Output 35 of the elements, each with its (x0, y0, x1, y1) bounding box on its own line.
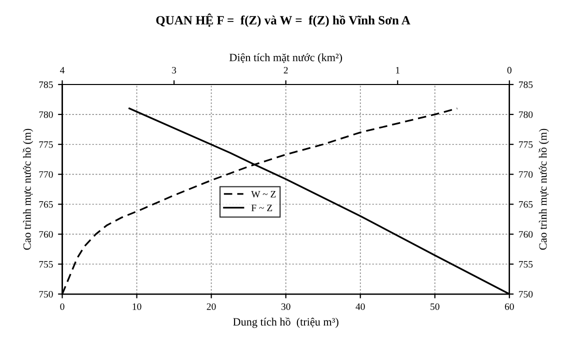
x-tick-label: 20 (206, 303, 216, 310)
x2-axis-title: Diện tích mặt nước (km²) (229, 53, 342, 64)
legend-label: F ~ Z (251, 204, 272, 212)
y2-tick-label: 770 (519, 171, 533, 178)
y-tick-label: 780 (39, 111, 53, 118)
y-tick-label: 755 (39, 261, 53, 268)
x2-tick-label: 3 (172, 66, 176, 74)
x-tick-label: 10 (132, 303, 142, 310)
y-tick-label: 770 (39, 171, 53, 178)
y2-axis-title: Cao trình mực nước hồ (m) (538, 128, 549, 250)
y2-tick-label: 775 (519, 141, 533, 148)
y-axis-title: Cao trình mực nước hồ (m) (22, 128, 34, 250)
legend-label: W ~ Z (251, 190, 276, 198)
y2-tick-label: 755 (519, 261, 533, 268)
y2-tick-label: 765 (519, 201, 533, 208)
y-tick-label: 775 (39, 141, 53, 148)
x2-tick-label: 1 (396, 66, 400, 74)
y-tick-label: 760 (39, 231, 53, 238)
x-tick-label: 30 (281, 303, 290, 310)
y-tick-label: 765 (39, 201, 53, 208)
y2-tick-label: 750 (519, 290, 533, 298)
y2-tick-label: 760 (519, 231, 533, 238)
x-tick-label: 40 (356, 303, 365, 310)
chart-title: QUAN HỆ F = f(Z) và W = f(Z) hồ Vĩnh Sơn A (156, 14, 410, 28)
x-axis-title: Dung tích hồ (triệu m³) (233, 317, 338, 328)
x2-tick-label: 4 (60, 67, 65, 74)
y2-tick-label: 785 (519, 81, 533, 88)
y-tick-label: 785 (39, 81, 53, 88)
x-tick-label: 50 (430, 303, 440, 310)
x-tick-label: 0 (60, 303, 64, 310)
y-tick-label: 750 (39, 290, 53, 298)
x-tick-label: 60 (504, 303, 514, 310)
x2-tick-label: 0 (507, 66, 512, 74)
y2-tick-label: 780 (519, 111, 533, 118)
x2-tick-label: 2 (284, 66, 288, 74)
